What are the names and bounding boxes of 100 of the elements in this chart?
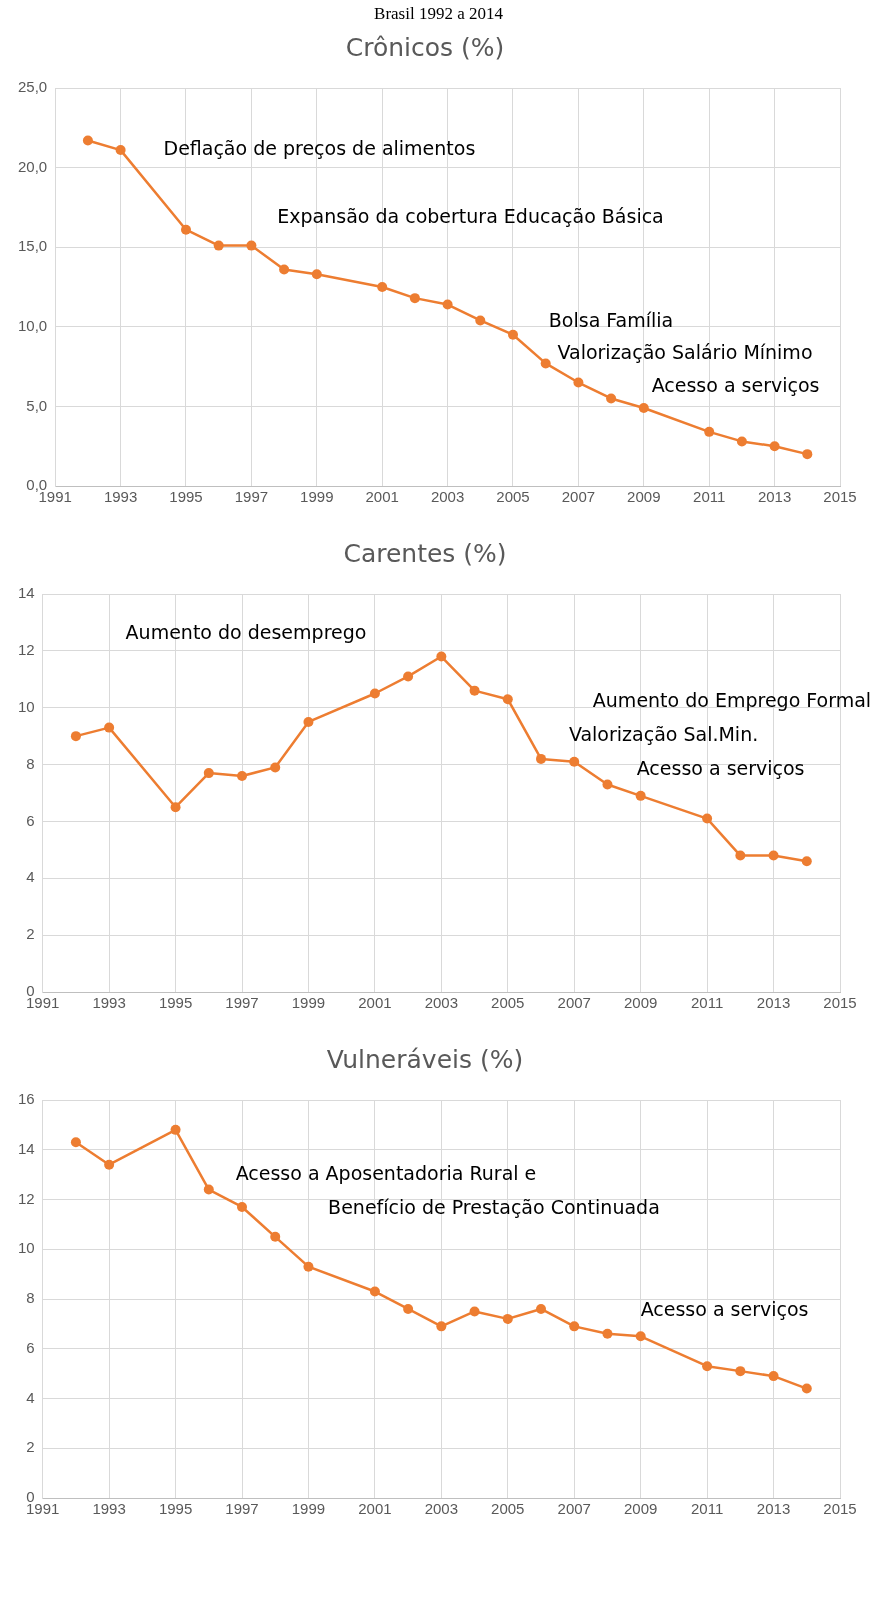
x-tick-label: 1995 [158,1500,193,1518]
annotation: Valorização Sal.Min. [568,723,759,746]
y-tick-label: 14 [18,1139,35,1157]
point [170,1124,181,1135]
y-tick-label: 6 [26,1338,35,1356]
point [569,756,580,767]
point [104,1159,115,1170]
x-tick-label: 2013 [756,1500,791,1518]
y-tick-label: 14 [18,584,35,602]
point [279,264,290,275]
x-tick-label: 2005 [496,488,530,506]
y-tick-label: 4 [26,1388,35,1406]
y-tick-label: 20,0 [17,157,48,175]
x-tick-label: 1995 [158,994,193,1012]
point [436,651,447,662]
point [303,1261,314,1272]
point [606,393,617,404]
point [104,722,115,733]
point [237,1201,248,1212]
point [768,1371,779,1382]
annotation: Acesso a serviços [651,374,820,397]
chart-subtitle: Brasil 1992 a 2014 [373,4,504,24]
point [735,850,746,861]
point [82,135,93,146]
y-tick-label: 25,0 [17,78,48,96]
annotation: Acesso a serviços [640,1298,809,1321]
point [768,850,779,861]
point [635,1331,646,1342]
x-tick-label: 2001 [365,488,399,506]
point [802,449,813,460]
x-tick-label: 2013 [756,994,791,1012]
x-tick-label: 2005 [491,994,525,1012]
x-tick-label: 2003 [430,488,465,506]
point [801,1383,812,1394]
x-tick-label: 2011 [690,994,724,1012]
x-tick-label: 2011 [690,1500,724,1518]
y-tick-label: 2 [26,1438,35,1456]
x-tick-label: 1999 [300,488,334,506]
annotation: Acesso a Aposentadoria Rural e [235,1161,537,1184]
y-tick-label: 12 [18,1189,35,1207]
point [181,224,191,235]
annotation: Deflação de preços de alimentos [163,137,476,160]
y-tick-label: 6 [26,811,35,829]
point [311,269,322,280]
annotation: Bolsa Família [548,308,674,331]
x-tick-label: 2011 [693,488,726,506]
point [377,282,388,292]
x-tick-label: 2007 [561,488,596,506]
point [502,1313,513,1324]
point [735,1366,746,1377]
point [409,293,420,304]
y-tick-label: 5,0 [26,396,48,414]
point [502,694,513,705]
point [702,1361,713,1372]
point [569,1321,580,1332]
point [635,790,646,801]
x-tick-label: 1993 [92,1500,126,1518]
point [237,770,248,781]
chart-title: Vulneráveis (%) [326,1044,524,1074]
point [369,1286,380,1297]
y-tick-label: 16 [18,1090,35,1108]
x-tick-label: 1999 [291,994,326,1012]
point [170,802,181,813]
y-tick-label: 2 [26,925,35,943]
point [508,329,518,340]
x-tick-label: 2007 [557,994,591,1012]
point [436,1321,447,1332]
chart-title: Crônicos (%) [345,32,505,62]
x-tick-label: 2001 [358,1500,392,1518]
point [203,768,214,779]
x-tick-label: 1999 [291,1500,326,1518]
x-tick-label: 2003 [424,1500,459,1518]
x-tick-label: 1993 [92,994,126,1012]
y-tick-label: 8 [26,1289,35,1307]
point [801,856,812,867]
point [602,1328,613,1339]
x-tick-label: 2007 [557,1500,591,1518]
x-tick-label: 2015 [823,488,857,506]
y-tick-label: 8 [26,754,35,772]
point [270,762,281,773]
annotation: Expansão da cobertura Educação Básica [277,205,664,228]
point [702,813,713,824]
y-tick-label: 12 [18,641,35,658]
point [602,779,613,790]
x-tick-label: 1997 [234,488,269,506]
point [769,441,780,452]
point [70,1137,81,1148]
point [203,1184,214,1195]
y-tick-label: 4 [26,868,35,886]
point [540,358,551,369]
point [469,1306,480,1317]
y-tick-label: 15,0 [17,237,48,255]
point [442,299,453,310]
annotation: Aumento do Emprego Formal [592,688,872,711]
point [303,716,314,727]
chart-title: Carentes (%) [343,538,507,568]
x-tick-label: 2015 [823,994,857,1012]
x-tick-label: 1997 [225,1500,259,1518]
x-tick-label: 1995 [169,488,203,506]
point [403,671,414,682]
